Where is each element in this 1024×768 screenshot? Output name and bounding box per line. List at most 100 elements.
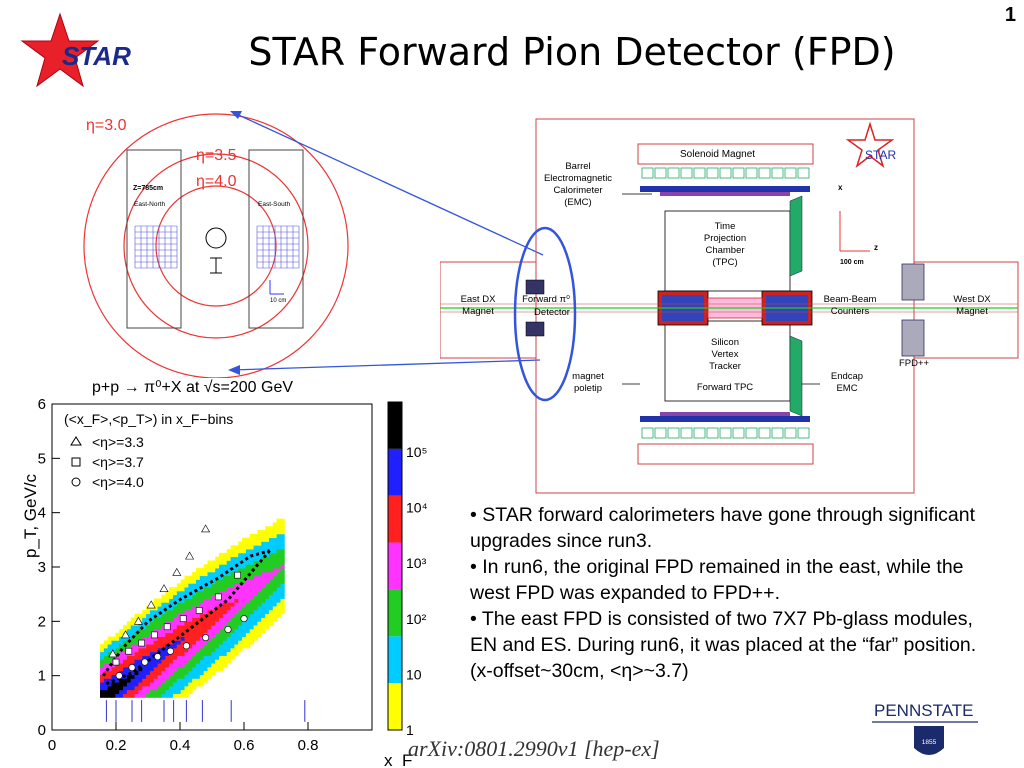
- heatmap-cell: [119, 651, 124, 656]
- heatmap-cell: [265, 613, 270, 618]
- heatmap-cell: [142, 625, 147, 630]
- heatmap-cell: [215, 583, 220, 588]
- heatmap-cell: [253, 549, 258, 554]
- data-point-square: [138, 639, 145, 647]
- colorbar-segment: [388, 589, 402, 637]
- heatmap-cell: [146, 644, 151, 649]
- heatmap-cell: [119, 682, 124, 687]
- pennstate-logo: PENNSTATE 1855: [872, 701, 978, 755]
- heatmap-cell: [172, 606, 178, 611]
- heatmap-cell: [234, 590, 239, 596]
- heatmap-cell: [165, 632, 170, 637]
- heatmap-cell: [192, 632, 197, 637]
- heatmap-cell: [161, 606, 166, 611]
- heatmap-cell: [134, 617, 139, 622]
- heatmap-cell: [180, 609, 185, 615]
- heatmap-cell: [199, 621, 205, 626]
- heatmap-cell: [165, 670, 170, 675]
- ftpc-label: Forward TPC: [697, 382, 753, 393]
- heatmap-cell: [180, 682, 185, 687]
- heatmap-cell: [184, 693, 189, 698]
- heatmap-cell: [199, 628, 205, 634]
- heatmap-cell: [199, 571, 205, 577]
- heatmap-cell: [169, 682, 174, 687]
- heatmap-cell: [196, 651, 201, 656]
- heatmap-cell: [265, 556, 270, 561]
- heatmap-cell: [134, 682, 139, 687]
- heatmap-cell: [257, 564, 262, 569]
- heatmap-cell: [249, 533, 254, 539]
- heatmap-cell: [207, 628, 212, 634]
- heatmap-cell: [272, 545, 278, 550]
- heatmap-cell: [272, 552, 278, 558]
- heatmap-cell: [107, 685, 112, 691]
- heatmap-cell: [134, 674, 139, 679]
- heatmap-cell: [126, 636, 132, 641]
- heatmap-cell: [219, 644, 224, 649]
- heatmap-cell: [146, 685, 151, 691]
- heatmap-cell: [265, 575, 270, 580]
- heatmap-cell: [134, 655, 139, 660]
- heatmap-cell: [257, 587, 262, 592]
- heatmap-cell: [215, 613, 220, 618]
- heatmap-cell: [115, 640, 120, 645]
- xf-bin-markers: [105, 700, 306, 722]
- heatmap-cell: [219, 590, 224, 596]
- heatmap-cell: [280, 518, 285, 523]
- heatmap-cell: [199, 594, 205, 599]
- heatmap-cell: [130, 678, 135, 683]
- heatmap-cell: [199, 678, 205, 683]
- heatmap-cell: [276, 579, 281, 584]
- coil-block: [667, 167, 680, 179]
- heatmap-cell: [230, 602, 235, 607]
- heatmap-cell: [153, 617, 158, 622]
- heatmap-cell: [261, 560, 266, 565]
- heatmap-cell: [123, 640, 128, 645]
- heatmap-cell: [207, 590, 212, 596]
- heatmap-cell: [226, 659, 231, 664]
- heatmap-cell: [203, 621, 208, 626]
- heatmap-cell: [192, 655, 197, 660]
- heatmap-cell: [268, 587, 274, 592]
- east-south-label: East-South: [258, 201, 291, 208]
- heatmap-cell: [134, 678, 139, 683]
- heatmap-cell: [253, 621, 258, 626]
- heatmap-cell: [130, 640, 135, 645]
- heatmap-cell: [222, 655, 228, 660]
- heatmap-cell: [261, 590, 266, 596]
- heatmap-cell: [253, 552, 258, 558]
- heatmap-cell: [245, 552, 251, 558]
- heatmap-cell: [103, 682, 109, 687]
- heatmap-cell: [192, 590, 197, 596]
- heatmap-cell: [257, 632, 262, 637]
- x-tick-label: 0.2: [106, 737, 127, 754]
- coil-block: [771, 167, 784, 179]
- heatmap-cell: [153, 693, 158, 698]
- heatmap-cell: [111, 670, 116, 675]
- heatmap-cell: [253, 579, 258, 584]
- plot-title: p+p → π⁰+X at √s=200 GeV: [92, 379, 293, 396]
- heatmap-cell: [161, 621, 166, 626]
- heatmap-cell: [188, 655, 193, 660]
- heatmap-cell: [238, 609, 243, 615]
- heatmap-cell: [253, 537, 258, 542]
- heatmap-cell: [149, 609, 155, 615]
- heatmap-cell: [138, 632, 143, 637]
- heatmap-cell: [272, 594, 278, 599]
- heatmap-cell: [176, 628, 182, 634]
- heatmap-cell: [276, 564, 281, 569]
- heatmap-cell: [103, 689, 109, 694]
- heatmap-cell: [261, 602, 266, 607]
- heatmap-cell: [265, 625, 270, 630]
- coil-block: [797, 167, 810, 179]
- heatmap-cell: [172, 678, 178, 683]
- heatmap-cell: [184, 659, 189, 664]
- heatmap-cell: [211, 568, 216, 573]
- heatmap-cell: [265, 594, 270, 599]
- heatmap-cell: [242, 632, 247, 637]
- heatmap-cell: [268, 621, 274, 626]
- heatmap-cell: [249, 571, 254, 577]
- heatmap-cell: [161, 613, 166, 618]
- heatmap-cell: [238, 606, 243, 611]
- heatmap-cell: [142, 674, 147, 679]
